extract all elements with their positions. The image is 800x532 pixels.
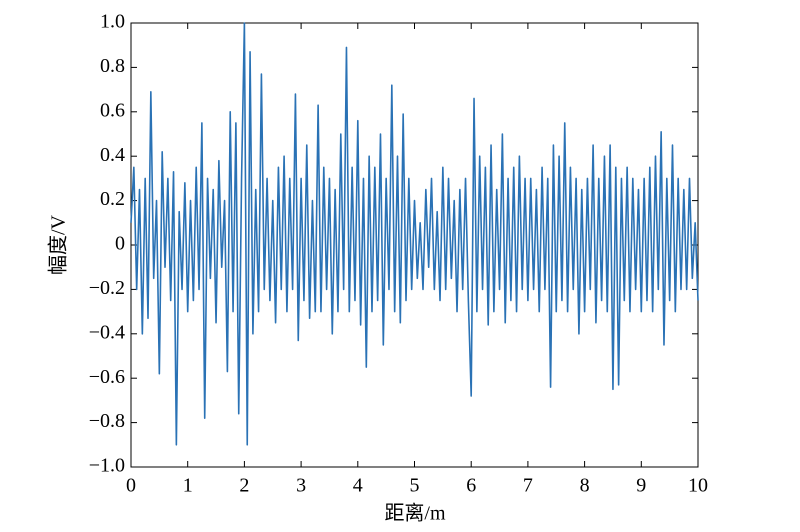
x-tick-label: 5 [410, 475, 420, 497]
x-tick-label: 8 [580, 475, 590, 497]
y-tick-label: −0.2 [89, 277, 125, 299]
x-tick-label: 9 [636, 475, 646, 497]
x-tick-label: 7 [523, 475, 533, 497]
x-tick-label: 6 [466, 475, 476, 497]
y-tick-label: 0 [115, 233, 125, 255]
x-tick-label: 2 [239, 475, 249, 497]
line-series [130, 22, 699, 446]
y-tick-label: 0.4 [100, 144, 125, 166]
x-tick-label: 1 [183, 475, 193, 497]
x-tick-label: 10 [688, 475, 708, 497]
y-tick-label: 0.2 [100, 188, 125, 210]
x-tick-label: 3 [296, 475, 306, 497]
y-tick-label: −0.6 [89, 366, 125, 388]
x-axis-label: 距离/m [384, 502, 446, 525]
y-tick-label: −0.8 [89, 410, 125, 432]
y-tick-label: 1.0 [100, 11, 125, 33]
y-tick-label: 0.8 [100, 55, 125, 77]
y-tick-label: 0.6 [100, 99, 125, 121]
x-tick-label: 4 [353, 475, 363, 497]
plot-frame [130, 22, 699, 468]
y-tick-label: −1.0 [89, 455, 125, 477]
x-tick-label: 0 [126, 475, 136, 497]
y-tick-label: −0.4 [89, 321, 125, 343]
y-axis-label: 幅度/V [47, 214, 70, 275]
